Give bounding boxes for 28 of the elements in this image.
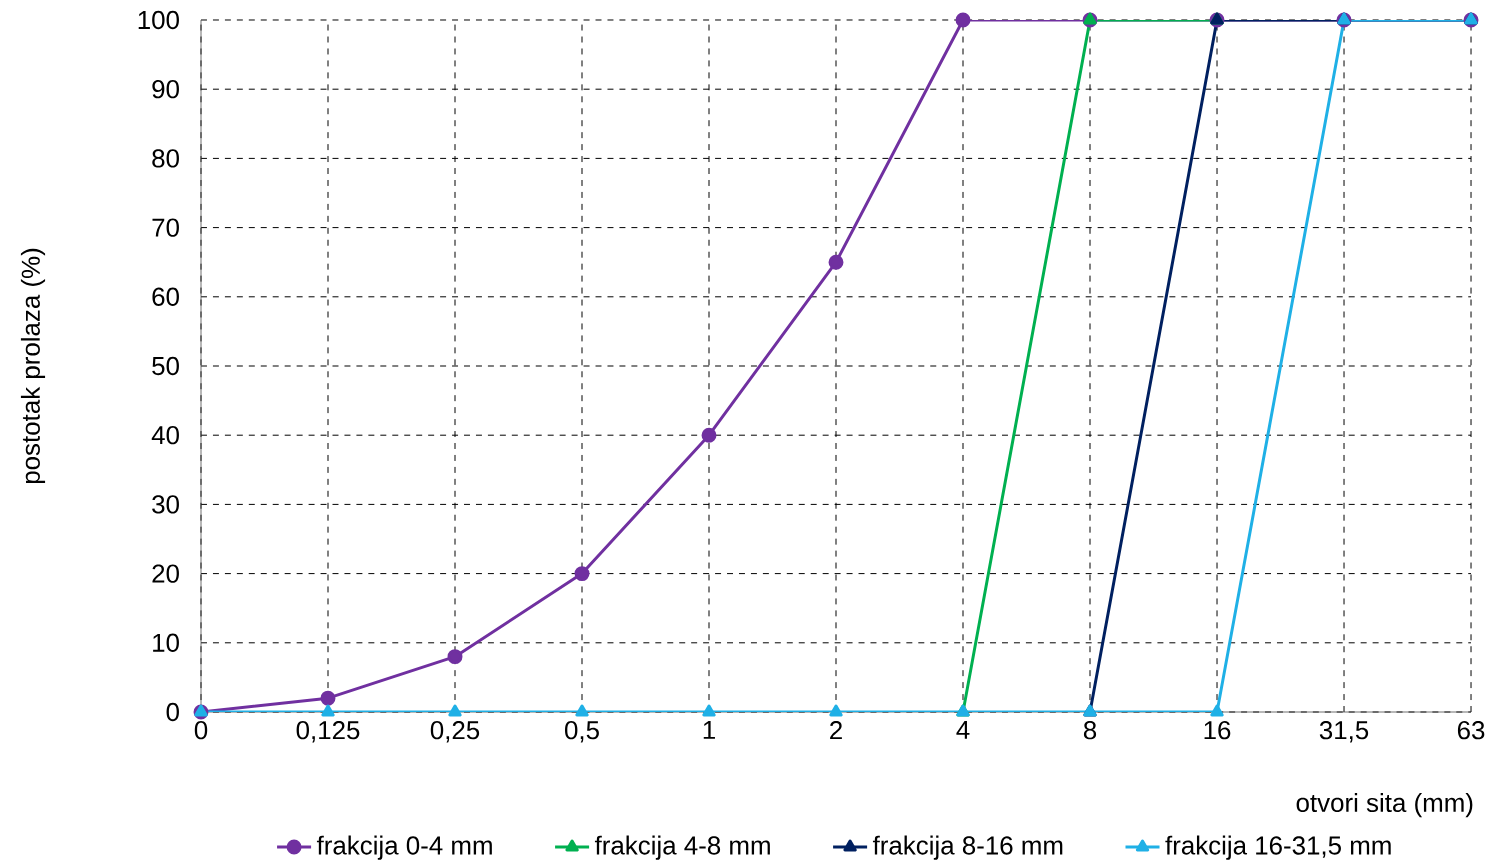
legend-label: frakcija 4-8 mm bbox=[594, 835, 770, 860]
y-axis-title: postotak prolaza (%) bbox=[20, 248, 46, 484]
y-tick-label: 20 bbox=[152, 564, 179, 583]
x-tick-label: 16 bbox=[1204, 721, 1231, 740]
x-tick-label: 63 bbox=[1457, 721, 1485, 740]
x-tick-label: 0,25 bbox=[430, 721, 480, 743]
x-tick-label: 0,125 bbox=[296, 721, 360, 743]
y-tick-label: 50 bbox=[152, 356, 179, 376]
x-axis-title: otvori sita (mm) bbox=[1296, 793, 1473, 818]
y-tick-label: 70 bbox=[152, 218, 179, 237]
legend-label: frakcija 16-31,5 mm bbox=[1165, 835, 1391, 860]
x-tick-label: 0 bbox=[194, 721, 208, 740]
y-tick-label: 10 bbox=[153, 633, 179, 652]
x-tick-label: 0,5 bbox=[565, 721, 599, 743]
legend-label: frakcija 8-16 mm bbox=[872, 835, 1063, 860]
x-tick-label: 1 bbox=[703, 721, 715, 739]
y-tick-label: 0 bbox=[166, 702, 179, 722]
y-tick-label: 60 bbox=[152, 287, 179, 306]
x-tick-label: 2 bbox=[830, 721, 842, 740]
y-tick-label: 80 bbox=[152, 149, 179, 168]
y-tick-label: 100 bbox=[138, 10, 179, 30]
legend-label: frakcija 0-4 mm bbox=[316, 835, 492, 860]
x-tick-label: 4 bbox=[956, 721, 970, 739]
y-tick-label: 90 bbox=[152, 80, 179, 99]
x-tick-label: 8 bbox=[1083, 721, 1097, 740]
x-tick-label: 31,5 bbox=[1319, 721, 1369, 743]
y-tick-label: 40 bbox=[151, 426, 179, 445]
y-tick-label: 30 bbox=[152, 495, 179, 514]
